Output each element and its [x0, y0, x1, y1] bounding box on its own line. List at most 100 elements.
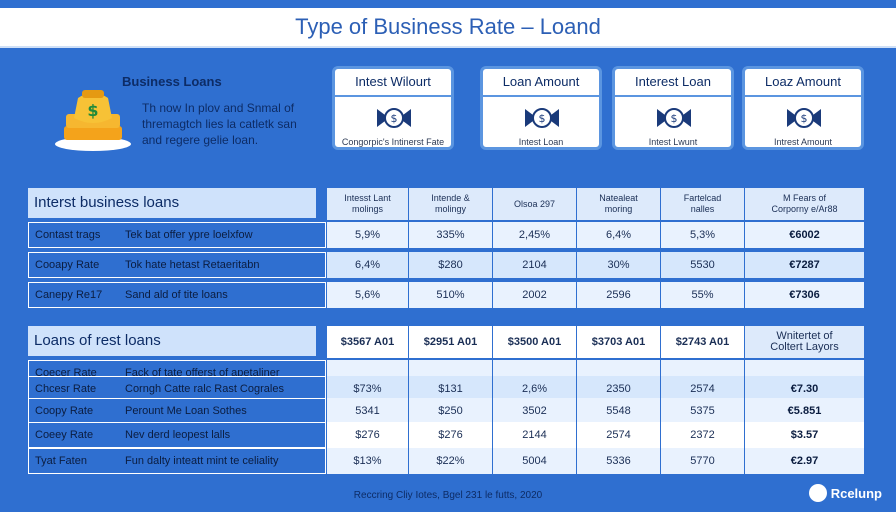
- table-cell: 5,3%: [660, 222, 744, 248]
- brand-name: Rcelunp: [830, 485, 882, 501]
- table-cell: 6,4%: [326, 252, 408, 278]
- table-cell: €2.97: [744, 448, 864, 474]
- row-key: Canepy Re17: [35, 289, 103, 301]
- table-cell: 2,6%: [492, 376, 576, 402]
- table-cell: 2144: [492, 422, 576, 448]
- table-cell: $276: [326, 422, 408, 448]
- column-header: Olsoa 297: [492, 188, 576, 220]
- table-cell: 30%: [576, 252, 660, 278]
- table-cell: 5341: [326, 398, 408, 424]
- card-label: Intest Wilourt: [335, 69, 451, 97]
- table-cell: 2350: [576, 376, 660, 402]
- table-cell: 5530: [660, 252, 744, 278]
- table-cell: 5,6%: [326, 282, 408, 308]
- table-row[interactable]: Chcesr Rate Corngh Catte ralc Rast Cogral…: [28, 376, 326, 402]
- bowtie-dollar-icon: $: [377, 108, 411, 128]
- column-header: $3567 A01: [326, 326, 408, 358]
- bowtie-dollar-icon: $: [525, 108, 559, 128]
- column-header: M Fears of Corporny e/Ar88: [744, 188, 864, 220]
- hero-heading: Business Loans: [122, 74, 222, 89]
- table-cell: $276: [408, 422, 492, 448]
- table-title: Interst business loans: [28, 188, 316, 218]
- column-header: Intesst Lant molings: [326, 188, 408, 220]
- row-description: Tok hate hetast Retaeritabn: [125, 259, 260, 271]
- row-key: Contast trags: [35, 229, 101, 241]
- table-cell: 55%: [660, 282, 744, 308]
- table-cell: €6002: [744, 222, 864, 248]
- svg-text:$: $: [391, 112, 398, 125]
- hero-section: $ Business Loans Th now In plov and Snma…: [38, 64, 328, 164]
- brand-logo-icon: [808, 484, 827, 502]
- table-cell: $73%: [326, 376, 408, 402]
- row-key: Coeey Rate: [35, 429, 94, 441]
- row-key: Tyat Faten: [35, 455, 87, 467]
- table-cell: €7306: [744, 282, 864, 308]
- title-bar: Type of Business Rate – Loand: [0, 8, 896, 48]
- card-label: Loan Amount: [483, 69, 599, 97]
- card-loaz-amount[interactable]: Loaz Amount $ Intrest Amount: [742, 66, 864, 150]
- column-header: Intende & molingy: [408, 188, 492, 220]
- table-row[interactable]: Tyat Faten Fun dalty inteatt mint te celi…: [28, 448, 326, 474]
- svg-text:$: $: [87, 101, 98, 120]
- table-cell: 3502: [492, 398, 576, 424]
- row-description: Tek bat offer ypre loelxfow: [125, 229, 253, 241]
- table-cell: 2372: [660, 422, 744, 448]
- table-cell: $280: [408, 252, 492, 278]
- table-cell: $22%: [408, 448, 492, 474]
- brand[interactable]: Rcelunp: [808, 484, 882, 502]
- table-title: Loans of rest loans: [28, 326, 316, 356]
- page-title: Type of Business Rate – Loand: [295, 14, 601, 39]
- row-description: Perount Me Loan Sothes: [125, 405, 247, 417]
- hero-desc-line: Th now In plov and Snmal of: [142, 101, 295, 115]
- table-row[interactable]: Coeey Rate Nev derd leopest lalls: [28, 422, 326, 448]
- card-label: Loaz Amount: [745, 69, 861, 97]
- row-description: Fun dalty inteatt mint te celiality: [125, 455, 279, 467]
- column-header: Fartelcad nalles: [660, 188, 744, 220]
- column-header: Natealeat moring: [576, 188, 660, 220]
- table-cell: €7287: [744, 252, 864, 278]
- table-row[interactable]: Coopy Rate Perount Me Loan Sothes: [28, 398, 326, 424]
- table-cell: 2574: [576, 422, 660, 448]
- row-description: Corngh Catte ralc Rast Cograles: [125, 383, 284, 395]
- table-cell: 5770: [660, 448, 744, 474]
- card-interest-loan[interactable]: Interest Loan $ Intest Lwunt: [612, 66, 734, 150]
- row-key: Coopy Rate: [35, 405, 94, 417]
- card-label: Interest Loan: [615, 69, 731, 97]
- table-cell: €7.30: [744, 376, 864, 402]
- footer-note: Reccring Cliy Iotes, Bgel 231 le futts, …: [353, 490, 543, 501]
- card-interest-without[interactable]: Intest Wilourt $ Congorpic's Intinerst F…: [332, 66, 454, 150]
- row-key: Chcesr Rate: [35, 383, 97, 395]
- column-header: $2951 A01: [408, 326, 492, 358]
- table-cell: 5,9%: [326, 222, 408, 248]
- svg-text:$: $: [539, 112, 546, 125]
- table-row[interactable]: Cooapy Rate Tok hate hetast Retaeritabn: [28, 252, 326, 278]
- bowtie-dollar-icon: $: [787, 108, 821, 128]
- svg-text:$: $: [671, 112, 678, 125]
- column-header: $3703 A01: [576, 326, 660, 358]
- table-cell: 2,45%: [492, 222, 576, 248]
- money-bag-icon: $: [55, 90, 131, 151]
- table-row[interactable]: Canepy Re17 Sand ald of tite loans: [28, 282, 326, 308]
- card-sub: Intest Lwunt: [648, 137, 698, 147]
- hero-desc-line: and regere gelie loan.: [142, 133, 259, 147]
- column-header: $3500 A01: [492, 326, 576, 358]
- row-description: Nev derd leopest lalls: [125, 429, 231, 441]
- card-loan-amount[interactable]: Loan Amount $ Intest Loan: [480, 66, 602, 150]
- card-sub: Intest Loan: [518, 137, 564, 147]
- table-cell: $131: [408, 376, 492, 402]
- table-cell: 5004: [492, 448, 576, 474]
- column-header: $2743 A01: [660, 326, 744, 358]
- table-cell: 2002: [492, 282, 576, 308]
- table-cell: 5375: [660, 398, 744, 424]
- table-cell: 6,4%: [576, 222, 660, 248]
- row-key: Cooapy Rate: [35, 259, 100, 271]
- table-cell: 5548: [576, 398, 660, 424]
- table-cell: $250: [408, 398, 492, 424]
- card-sub: Congorpic's Intinerst Fate: [341, 137, 445, 147]
- table-cell: €5.851: [744, 398, 864, 424]
- table-cell: 2104: [492, 252, 576, 278]
- svg-text:$: $: [801, 112, 808, 125]
- table-cell: 2574: [660, 376, 744, 402]
- table-row[interactable]: Contast trags Tek bat offer ypre loelxfow: [28, 222, 326, 248]
- hero-desc-line: thremagtch lies la catletk san: [142, 117, 297, 131]
